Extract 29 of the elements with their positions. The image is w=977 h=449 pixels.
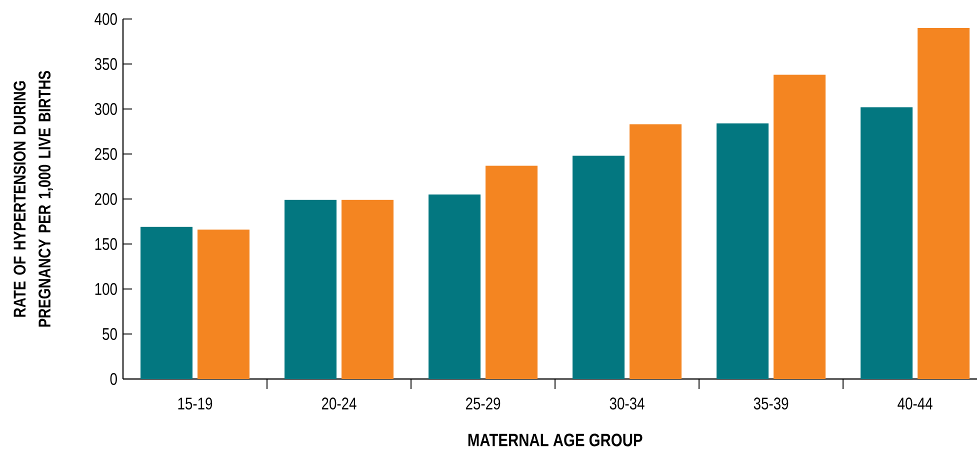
bar	[860, 107, 913, 379]
bar	[630, 124, 682, 379]
bar	[486, 166, 538, 379]
x-tick-label: 20-24	[322, 398, 356, 410]
bar	[140, 226, 193, 379]
bar	[774, 74, 826, 379]
bar	[572, 156, 625, 379]
bar	[284, 200, 337, 379]
y-tick-label: 400	[94, 13, 117, 25]
y-axis-title: RATE OF HYPERTENSION DURING PREGNANCY PER 1,000 LIVE BIRTHS	[14, 70, 54, 327]
x-tick-label: 30-34	[610, 398, 644, 410]
y-tick-label: 250	[95, 148, 117, 160]
y-tick-label: 50	[102, 328, 117, 340]
bar	[342, 200, 394, 379]
bar	[428, 194, 481, 379]
bar	[198, 230, 250, 379]
y-tick-label: 150	[95, 238, 117, 250]
x-tick-label: 25-29	[466, 398, 500, 410]
y-tick-label: 200	[95, 193, 117, 205]
y-tick-label: 350	[94, 58, 117, 70]
bar	[918, 28, 970, 379]
y-tick-label: 300	[94, 103, 117, 115]
y-tick-label: 0	[110, 373, 117, 385]
x-tick-label: 40-44	[898, 398, 932, 410]
x-tick-label: 35-39	[754, 398, 788, 410]
x-tick-label: 15-19	[178, 398, 212, 410]
bar	[716, 123, 769, 379]
y-tick-label: 100	[95, 283, 117, 295]
x-axis-title: MATERNAL AGE GROUP	[468, 434, 642, 446]
